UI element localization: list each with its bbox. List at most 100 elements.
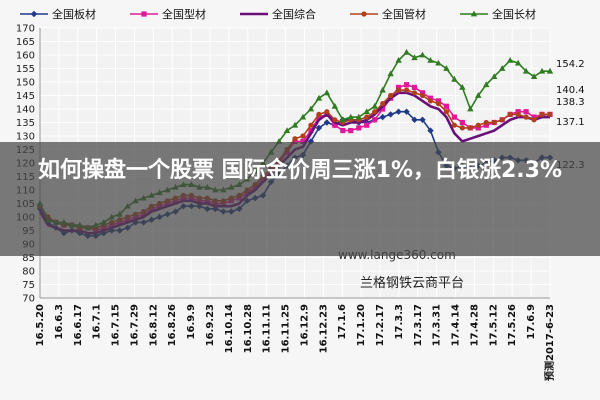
legend-label: 全国长材 [492,7,536,21]
data-point [300,138,306,144]
legend-label: 全国板材 [52,7,96,21]
data-point [308,122,314,128]
data-point [308,128,314,134]
x-tick-label: 17.2.17 [375,304,386,346]
data-point [530,73,538,79]
y-tick-label: 170 [16,24,35,35]
data-point [364,114,370,120]
data-point [379,113,386,121]
y-tick-label: 165 [16,37,35,48]
data-point [403,82,410,88]
data-point [491,119,497,126]
data-point [411,116,418,123]
data-point [364,122,370,128]
data-point [361,11,367,17]
data-point [411,84,418,90]
data-point [483,122,489,128]
data-point [443,65,450,71]
data-point [411,90,418,96]
x-tick-label: 17.1.20 [356,304,367,346]
x-tick-label: 16.7.15 [111,304,122,346]
data-point [467,125,473,131]
data-point [427,127,434,134]
headline-band [0,142,600,256]
data-point [515,109,521,115]
y-tick-label: 145 [16,91,35,102]
data-point [483,119,489,126]
data-point [291,121,299,128]
data-point [372,117,378,123]
data-point [523,109,529,115]
data-point [283,127,291,133]
x-tick-label: 17.5.26 [507,304,518,346]
data-point [515,111,521,117]
data-point [539,111,545,117]
x-tick-label: 16.12.23 [318,304,329,353]
y-tick-label: 155 [16,64,35,75]
y-tick-label: 160 [16,51,35,62]
x-tick-label: 17.3.31 [432,304,443,346]
x-tick-label: 16.8.26 [167,304,178,346]
data-point [339,116,347,123]
data-point [332,117,338,123]
y-tick-label: 80 [22,267,35,278]
data-point [451,122,457,128]
data-point [348,128,354,134]
x-tick-label: 16.11.11 [262,304,273,353]
data-point [419,116,426,123]
axes: 7075808590951001051101151201251301351401… [16,24,556,382]
x-tick-label: 16.8.12 [148,304,159,346]
data-point [141,11,147,17]
x-tick-label: 17.3.3 [394,304,405,339]
data-point [355,113,362,120]
data-point [419,51,426,58]
data-point [388,92,394,99]
x-tick-label: 17.6.9 [526,304,537,339]
data-point [427,95,434,101]
x-tick-label: 17.4.28 [469,304,480,346]
data-point [363,108,370,115]
y-tick-label: 130 [16,132,35,143]
y-tick-label: 150 [16,78,35,89]
end-label: 140.4 [556,85,585,96]
data-point [379,86,386,93]
data-point [483,81,490,88]
data-point [292,138,298,144]
data-point [315,124,323,132]
end-label: 138.3 [556,97,585,108]
data-point [323,119,331,126]
data-point [522,67,530,74]
data-point [427,98,434,104]
y-tick-label: 75 [22,280,35,291]
data-point [30,10,38,18]
end-label: 154.2 [556,59,585,70]
x-tick-label: 16.9.23 [205,304,216,346]
headline-text[interactable]: 如何操盘一个股票 国际金价周三涨1%，白银涨2.3% [37,158,563,183]
data-point [546,67,554,74]
data-point [506,57,514,63]
data-point [324,109,330,115]
x-tick-label: 16.6.3 [54,304,65,339]
data-point [419,90,426,96]
x-tick-label: 17.1.6 [337,304,348,339]
data-point [507,111,513,117]
data-point [332,122,338,128]
x-tick-label: 16.6.17 [73,304,84,346]
data-point [387,70,394,77]
data-point [451,114,457,120]
y-tick-label: 70 [22,294,35,305]
x-tick-label: 16.5.20 [35,304,46,346]
data-point [459,84,466,90]
data-point [331,102,339,109]
end-label: 137.1 [556,117,585,128]
data-point [395,57,402,63]
data-point [459,125,465,131]
data-point [316,114,322,120]
data-point [443,103,450,109]
y-tick-label: 135 [16,118,35,129]
data-point [300,133,306,139]
data-point [395,87,402,93]
x-tick-label: 17.4.14 [451,304,462,346]
data-point [435,101,442,107]
data-point [380,106,386,112]
